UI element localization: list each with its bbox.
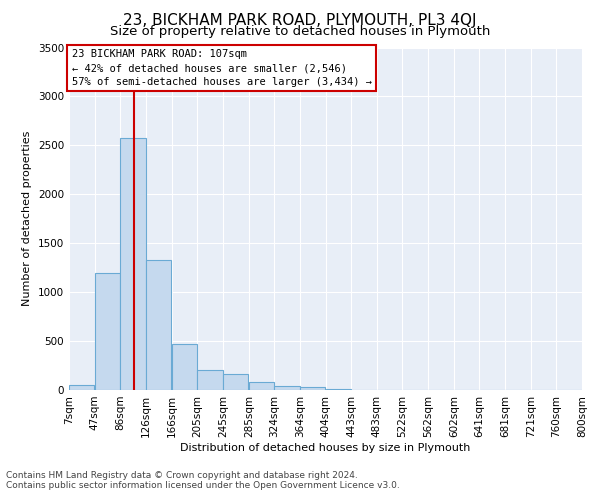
Bar [301, 387, 325, 390]
Text: Contains HM Land Registry data © Crown copyright and database right 2024.: Contains HM Land Registry data © Crown c… [6, 471, 358, 480]
Bar [326, 389, 350, 390]
Bar [223, 374, 248, 390]
Y-axis label: Number of detached properties: Number of detached properties [22, 131, 32, 306]
Text: Contains public sector information licensed under the Open Government Licence v3: Contains public sector information licen… [6, 481, 400, 490]
Bar [249, 382, 274, 390]
Bar [172, 344, 197, 390]
Bar [274, 386, 299, 390]
Text: 23, BICKHAM PARK ROAD, PLYMOUTH, PL3 4QJ: 23, BICKHAM PARK ROAD, PLYMOUTH, PL3 4QJ [123, 12, 477, 28]
Bar [146, 260, 172, 390]
Bar [95, 272, 120, 390]
X-axis label: Distribution of detached houses by size in Plymouth: Distribution of detached houses by size … [181, 442, 470, 452]
Bar [121, 138, 146, 390]
Text: Size of property relative to detached houses in Plymouth: Size of property relative to detached ho… [110, 25, 490, 38]
Text: 23 BICKHAM PARK ROAD: 107sqm
← 42% of detached houses are smaller (2,546)
57% of: 23 BICKHAM PARK ROAD: 107sqm ← 42% of de… [71, 49, 371, 87]
Bar [70, 384, 94, 390]
Bar [197, 370, 223, 390]
